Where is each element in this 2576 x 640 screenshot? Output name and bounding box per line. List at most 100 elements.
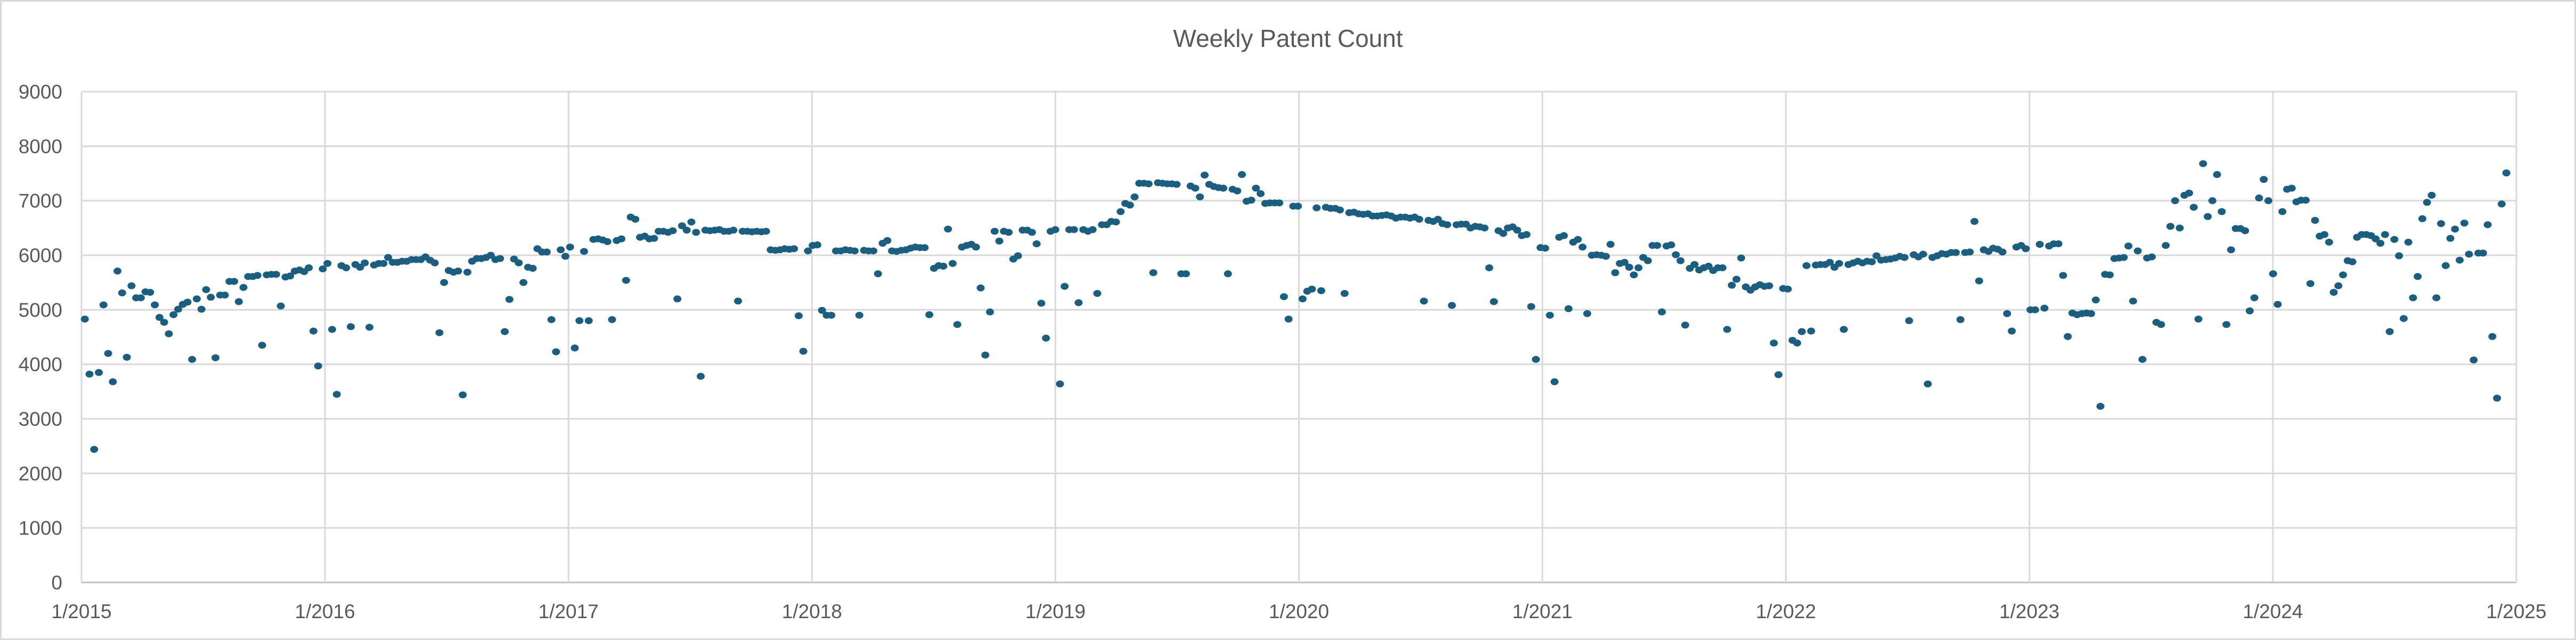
data-point xyxy=(1952,249,1960,256)
data-point xyxy=(151,302,159,309)
data-point xyxy=(1070,226,1078,233)
data-point xyxy=(604,238,612,245)
data-point xyxy=(2395,253,2403,260)
data-point xyxy=(361,260,369,266)
data-point xyxy=(855,312,863,319)
data-point xyxy=(2288,185,2296,192)
data-point xyxy=(2195,315,2203,322)
data-point xyxy=(146,289,154,296)
data-point xyxy=(874,270,882,277)
data-point xyxy=(1564,305,1572,312)
data-point xyxy=(1196,193,1204,200)
scatter-plot: 0100020003000400050006000700080009000 1/… xyxy=(2,2,2574,638)
data-point xyxy=(1541,245,1549,252)
data-point xyxy=(2022,245,2030,252)
data-point xyxy=(2059,272,2067,279)
data-point xyxy=(2460,220,2468,226)
data-point xyxy=(459,391,467,398)
data-point xyxy=(561,253,569,260)
data-point xyxy=(272,271,280,278)
data-point xyxy=(1676,257,1684,264)
data-point xyxy=(1126,201,1134,208)
data-point xyxy=(1835,260,1843,267)
data-point xyxy=(2404,239,2412,246)
data-point xyxy=(1420,297,1428,304)
y-tick-label: 6000 xyxy=(19,245,62,266)
data-point xyxy=(1635,264,1643,271)
data-point xyxy=(1924,380,1932,387)
data-point xyxy=(1807,328,1815,335)
data-point xyxy=(977,285,985,291)
data-point xyxy=(529,265,537,272)
data-point xyxy=(543,248,551,255)
data-point xyxy=(188,356,196,363)
data-point xyxy=(2409,294,2417,301)
data-point xyxy=(2428,192,2436,199)
data-point xyxy=(697,373,705,380)
data-point xyxy=(1905,317,1913,324)
x-tick-label: 1/2017 xyxy=(539,601,599,622)
data-point xyxy=(1131,193,1139,200)
data-point xyxy=(2442,262,2450,269)
data-point xyxy=(1089,226,1097,233)
data-point xyxy=(2306,280,2314,287)
data-point xyxy=(1219,185,1227,192)
data-point xyxy=(435,329,443,336)
data-point xyxy=(2134,247,2142,254)
data-point xyxy=(1718,264,1726,271)
data-point xyxy=(2251,294,2259,301)
data-point xyxy=(1150,269,1157,276)
x-tick-label: 1/2018 xyxy=(782,601,842,622)
data-point xyxy=(2171,197,2179,204)
data-point xyxy=(2092,296,2100,303)
data-point xyxy=(95,369,103,376)
data-point xyxy=(1784,286,1792,293)
data-point xyxy=(1201,172,1209,179)
data-point xyxy=(519,279,527,286)
data-point xyxy=(2185,190,2193,197)
data-point xyxy=(2031,306,2039,313)
data-point xyxy=(692,229,700,236)
data-point xyxy=(2451,225,2459,232)
data-point xyxy=(207,294,215,301)
data-point xyxy=(1224,270,1232,277)
data-point xyxy=(1765,282,1773,289)
data-point xyxy=(379,260,387,267)
data-point xyxy=(2339,271,2347,278)
data-point xyxy=(687,218,695,225)
data-point xyxy=(198,306,206,313)
data-point xyxy=(309,328,317,335)
data-point xyxy=(1415,216,1423,223)
data-point xyxy=(2311,217,2319,224)
data-point xyxy=(2423,199,2431,206)
data-point xyxy=(2129,297,2137,304)
data-point xyxy=(1336,207,1344,214)
y-tick-label: 9000 xyxy=(19,81,62,103)
data-point xyxy=(1238,171,1246,178)
data-point xyxy=(1485,264,1493,271)
data-point xyxy=(991,228,999,234)
data-point xyxy=(1578,244,1586,250)
data-point xyxy=(575,317,583,324)
data-point xyxy=(631,216,639,223)
data-point xyxy=(1653,242,1661,249)
data-point xyxy=(333,391,341,398)
data-point xyxy=(949,260,957,267)
data-point xyxy=(1919,250,1927,257)
x-axis-labels: 1/20151/20161/20171/20181/20191/20201/20… xyxy=(51,601,2546,622)
data-point xyxy=(1970,218,1978,225)
data-point xyxy=(1093,290,1101,297)
data-point xyxy=(972,244,980,250)
data-point xyxy=(2278,208,2286,215)
data-point xyxy=(1299,295,1307,302)
data-point xyxy=(827,312,835,319)
x-tick-label: 1/2024 xyxy=(2243,601,2303,622)
data-point xyxy=(1341,290,1349,297)
data-point xyxy=(790,245,798,252)
data-point xyxy=(1308,286,1316,293)
data-point xyxy=(1014,253,1022,260)
data-point xyxy=(552,349,560,355)
data-point xyxy=(2055,240,2063,247)
data-point xyxy=(1644,257,1652,264)
data-point xyxy=(1285,315,1293,322)
